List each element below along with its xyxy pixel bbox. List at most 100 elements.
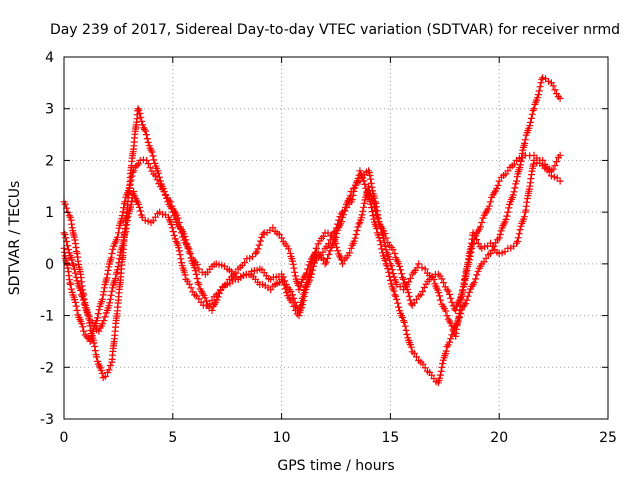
data-point	[141, 127, 149, 135]
data-point	[331, 227, 339, 235]
data-point	[208, 306, 216, 314]
data-point	[346, 249, 353, 257]
data-point	[71, 269, 79, 277]
data-point	[107, 291, 115, 299]
data-point	[288, 298, 296, 306]
data-point	[124, 213, 132, 221]
data-point	[332, 224, 340, 232]
data-point	[417, 291, 425, 299]
data-point	[187, 284, 195, 292]
data-point	[407, 343, 415, 351]
data-point	[98, 295, 106, 303]
data-point	[304, 265, 312, 273]
data-point	[100, 317, 108, 325]
data-point	[470, 279, 478, 287]
data-point	[462, 300, 470, 308]
data-point	[299, 297, 307, 305]
data-point	[354, 223, 362, 231]
data-point	[477, 223, 484, 231]
data-point	[495, 234, 503, 242]
x-tick-label: 5	[168, 430, 177, 446]
data-point	[419, 360, 427, 368]
data-point	[195, 265, 203, 273]
data-point	[505, 204, 513, 212]
data-point	[169, 228, 177, 236]
data-point	[415, 260, 423, 268]
data-point	[135, 160, 142, 168]
data-point	[551, 162, 559, 170]
data-point	[298, 304, 306, 312]
data-point	[391, 250, 399, 257]
data-point	[181, 271, 189, 279]
data-point	[68, 256, 76, 264]
data-point	[509, 191, 517, 199]
data-point	[70, 262, 78, 269]
data-point	[516, 161, 524, 169]
data-point	[64, 246, 72, 254]
data-point	[61, 231, 69, 238]
data-point	[176, 251, 184, 259]
data-point	[77, 286, 84, 294]
data-point	[108, 287, 116, 295]
data-point	[368, 204, 375, 212]
data-point	[452, 306, 460, 314]
data-point	[258, 233, 266, 241]
data-point	[458, 286, 466, 294]
data-point	[201, 294, 209, 302]
data-point	[101, 313, 109, 321]
data-point	[77, 291, 85, 299]
data-point	[141, 125, 148, 133]
data-point	[95, 306, 103, 314]
data-point	[549, 165, 557, 173]
data-point	[360, 177, 368, 185]
data-point	[448, 298, 456, 306]
y-axis-label: SDTVAR / TECUs	[7, 181, 23, 296]
data-point	[457, 294, 464, 301]
data-point	[463, 296, 471, 304]
x-tick-label: 15	[381, 430, 399, 446]
data-point	[447, 294, 455, 302]
data-point	[455, 314, 463, 321]
data-point	[309, 266, 316, 274]
data-point	[389, 246, 397, 253]
data-point	[120, 236, 128, 244]
data-point	[169, 208, 177, 216]
data-point	[148, 148, 156, 156]
data-point	[115, 255, 123, 263]
data-point	[493, 185, 501, 192]
data-point	[335, 216, 343, 224]
data-point	[348, 196, 356, 204]
data-point	[78, 293, 86, 300]
data-point	[384, 265, 392, 273]
data-point	[135, 200, 142, 208]
data-point	[410, 299, 418, 307]
data-point	[436, 292, 443, 300]
data-point	[534, 91, 542, 99]
data-point	[79, 323, 87, 331]
data-point	[406, 275, 414, 282]
data-point	[350, 237, 358, 245]
data-point	[163, 194, 171, 202]
data-point	[440, 279, 447, 287]
data-point	[167, 220, 175, 228]
data-point	[319, 248, 327, 256]
data-point	[93, 353, 101, 361]
data-point	[290, 303, 298, 310]
data-point	[295, 312, 303, 320]
data-point	[298, 278, 305, 286]
data-point	[383, 262, 391, 270]
data-point	[514, 238, 521, 245]
data-point	[278, 234, 286, 242]
data-point	[99, 320, 106, 328]
data-points	[60, 74, 564, 387]
data-point	[286, 250, 294, 257]
data-point	[296, 282, 304, 290]
data-point	[161, 191, 169, 198]
data-point	[518, 153, 526, 161]
data-point	[213, 296, 221, 304]
data-point	[80, 300, 88, 308]
data-point	[386, 272, 393, 280]
data-point	[400, 317, 407, 325]
data-point	[435, 289, 443, 297]
y-tick-label: -2	[40, 360, 54, 376]
